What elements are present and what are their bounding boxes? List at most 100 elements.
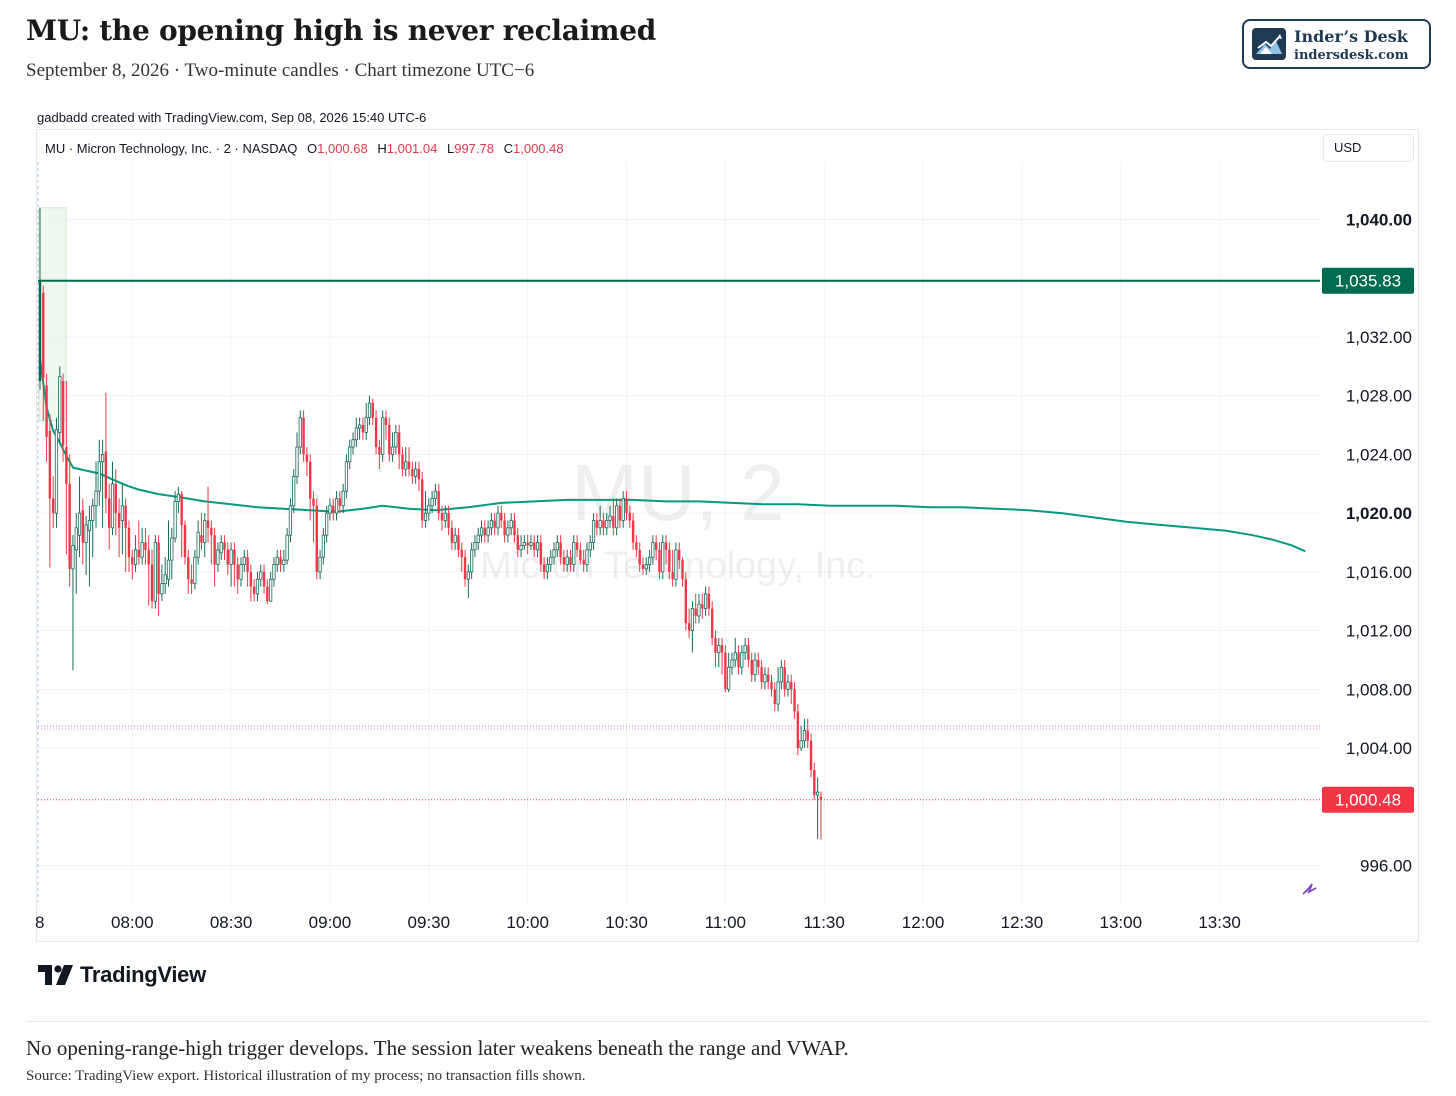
candle-up xyxy=(717,637,721,668)
candle-down xyxy=(42,285,45,421)
candle-down xyxy=(819,791,823,840)
candle-body xyxy=(354,427,358,441)
candle-body xyxy=(757,659,760,668)
candle-body xyxy=(608,515,612,521)
candle-body xyxy=(94,490,98,507)
candle-up xyxy=(120,483,124,555)
candle-up xyxy=(288,498,293,543)
candle-body xyxy=(466,571,470,580)
candle-body xyxy=(506,527,510,536)
candle-body xyxy=(91,505,95,521)
candle-body xyxy=(295,446,299,477)
candle-body xyxy=(58,376,62,433)
candle-body xyxy=(404,461,408,470)
x-axis-label: 11:30 xyxy=(804,913,845,932)
candle-body xyxy=(730,659,734,668)
candle-down xyxy=(226,542,230,575)
x-axis-label: 8 xyxy=(35,913,44,932)
candle-body xyxy=(816,791,820,796)
candle-body xyxy=(569,557,572,565)
candle-body xyxy=(562,557,566,565)
tradingview-wordmark: TradingView xyxy=(80,962,206,987)
candle-down xyxy=(710,601,714,646)
candle-down xyxy=(694,593,697,624)
candle-down xyxy=(631,513,635,550)
last-price-tag-label: 1,000.48 xyxy=(1335,791,1401,810)
low-value: 997.78 xyxy=(454,141,494,156)
candle-body xyxy=(644,564,648,570)
candle-down xyxy=(397,425,401,470)
candle-up xyxy=(173,491,177,543)
candle-body xyxy=(262,571,266,587)
candle-body xyxy=(559,542,562,558)
chart-credit: gadbadd created with TradingView.com, Se… xyxy=(37,110,427,125)
candle-up xyxy=(77,476,82,558)
candle-down xyxy=(635,535,638,558)
candle-body xyxy=(647,556,652,565)
candle-down xyxy=(68,454,71,587)
candle-up xyxy=(615,498,619,536)
candle-down xyxy=(51,476,55,528)
candle-body xyxy=(42,292,45,379)
candle-body xyxy=(733,652,737,661)
currency-selector[interactable]: USD xyxy=(1323,134,1414,162)
candle-down xyxy=(526,535,529,555)
candle-body xyxy=(144,542,147,550)
candle-body xyxy=(509,520,513,529)
y-axis-label: 1,024.00 xyxy=(1346,445,1412,464)
candle-body xyxy=(74,527,78,551)
candle-down xyxy=(450,520,454,550)
tradingview-logo[interactable]: TradingView xyxy=(38,962,206,988)
candle-up xyxy=(529,535,533,550)
candle-body xyxy=(219,542,223,554)
candle-body xyxy=(51,498,55,514)
candle-body xyxy=(542,564,546,572)
candle-up xyxy=(727,652,731,693)
candle-body xyxy=(806,730,809,741)
candle-body xyxy=(565,556,569,565)
candle-body xyxy=(285,534,289,561)
candle-up xyxy=(255,571,260,602)
candle-up xyxy=(535,535,540,558)
candle-up xyxy=(506,520,510,543)
candle-body xyxy=(150,564,154,602)
candle-body xyxy=(71,545,75,570)
x-axis-label: 12:30 xyxy=(1001,913,1044,932)
footer-divider xyxy=(26,1021,1430,1022)
candle-down xyxy=(687,608,691,638)
candle-up xyxy=(87,505,92,587)
candle-up xyxy=(381,410,385,462)
candle-up xyxy=(443,505,447,528)
candle-up xyxy=(802,718,807,749)
candle-body xyxy=(684,579,688,624)
candle-down xyxy=(407,447,411,477)
candle-body xyxy=(443,512,447,521)
chart-caption: No opening-range-high trigger develops. … xyxy=(26,1036,849,1060)
candle-up xyxy=(423,491,428,528)
candle-up xyxy=(690,601,695,653)
brand-badge[interactable]: Inder’s Desk indersdesk.com xyxy=(1242,19,1431,69)
candle-down xyxy=(575,535,579,558)
candle-body xyxy=(203,520,207,543)
page-title: MU: the opening high is never reclaimed xyxy=(26,14,657,47)
candle-down xyxy=(252,579,256,602)
candle-body xyxy=(318,556,322,573)
candle-down xyxy=(81,498,85,565)
candle-body xyxy=(173,500,177,539)
candle-body xyxy=(598,520,602,529)
candle-up xyxy=(110,461,115,536)
candle-body xyxy=(430,498,434,507)
candle-down xyxy=(236,557,239,594)
candle-down xyxy=(302,410,305,462)
candle-body xyxy=(124,505,127,528)
candle-body xyxy=(187,557,190,580)
candle-up xyxy=(430,491,434,514)
candle-up xyxy=(414,461,418,484)
candle-body xyxy=(97,461,101,492)
y-axis-label: 996.00 xyxy=(1360,857,1412,876)
candle-up xyxy=(427,498,431,521)
candle-body xyxy=(555,542,559,551)
last-price-tag xyxy=(1322,786,1414,813)
candle-body xyxy=(437,491,440,514)
